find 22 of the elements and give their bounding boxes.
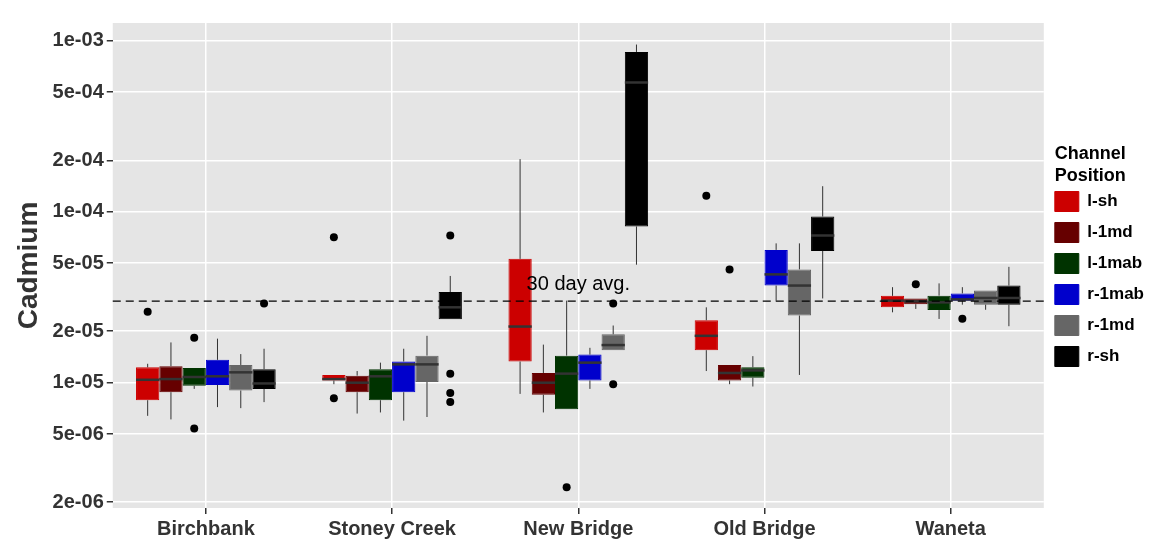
y-tick-label: 2e-05 bbox=[52, 318, 104, 341]
legend-label: r-1md bbox=[1087, 315, 1135, 335]
legend-label: r-sh bbox=[1087, 346, 1120, 366]
y-tick-label: 1e-03 bbox=[52, 28, 104, 51]
x-tick-label: Stoney Creek bbox=[328, 516, 457, 539]
legend-label: r-1mab bbox=[1087, 284, 1144, 304]
legend-label: l-1mab bbox=[1087, 253, 1143, 273]
legend-label: l-1md bbox=[1087, 222, 1133, 242]
y-tick-label: 5e-06 bbox=[52, 421, 104, 444]
y-tick-label: 2e-06 bbox=[52, 489, 104, 512]
legend-title: Channel Position bbox=[1054, 143, 1126, 186]
y-tick-label: 5e-05 bbox=[52, 250, 104, 273]
y-axis-title: Cadmium bbox=[11, 201, 43, 330]
x-tick-label: Birchbank bbox=[156, 516, 256, 539]
x-tick-label: Old Bridge bbox=[713, 516, 816, 539]
y-tick-label: 1e-04 bbox=[52, 199, 105, 222]
x-tick-label: Waneta bbox=[915, 516, 987, 539]
x-tick-label: New Bridge bbox=[523, 516, 634, 539]
y-tick-label: 2e-04 bbox=[52, 147, 105, 170]
y-tick-label: 1e-05 bbox=[52, 370, 104, 393]
y-tick-label: 5e-04 bbox=[52, 79, 105, 102]
legend-label: l-sh bbox=[1087, 191, 1118, 211]
